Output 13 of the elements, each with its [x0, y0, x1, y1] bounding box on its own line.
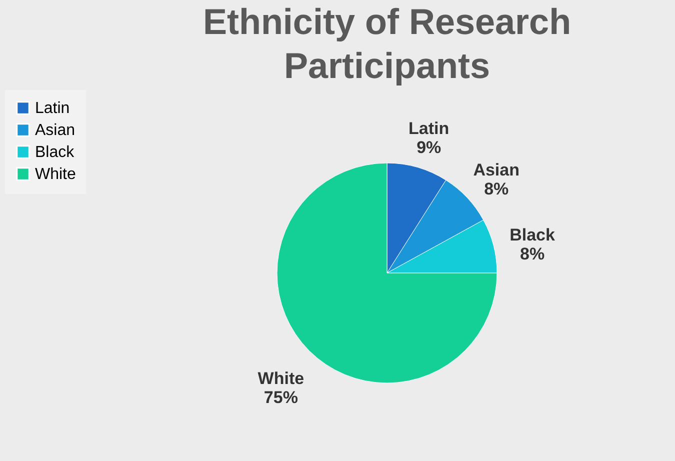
- data-label: 8%: [484, 179, 509, 198]
- legend-label: Latin: [35, 100, 70, 117]
- data-label: 75%: [264, 388, 298, 408]
- slice-label: Latin: [408, 118, 450, 138]
- data-label: 8%: [520, 244, 545, 264]
- data-label: 9%: [416, 138, 442, 157]
- legend-label: White: [35, 166, 76, 183]
- chart-title: Ethnicity of Research Participants: [202, 1, 572, 86]
- slice-label: Asian: [473, 160, 520, 180]
- legend-label: Asian: [35, 122, 76, 139]
- slice-label: Black: [510, 226, 556, 245]
- legend-label: Black: [35, 144, 76, 161]
- slice-label: White: [258, 369, 304, 388]
